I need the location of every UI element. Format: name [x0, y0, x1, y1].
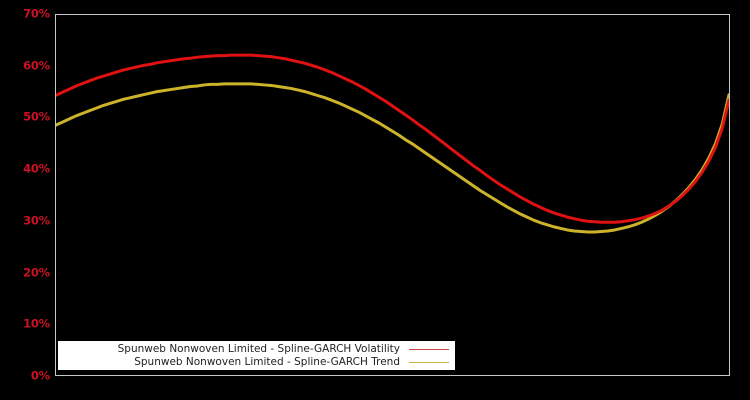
y-axis-tick-label: 20% [23, 264, 50, 279]
y-axis-tick-label: 50% [23, 109, 50, 124]
legend-swatch-volatility-icon [409, 348, 449, 350]
legend-label-trend: Spunweb Nonwoven Limited - Spline-GARCH … [134, 355, 400, 368]
legend-label-volatility: Spunweb Nonwoven Limited - Spline-GARCH … [117, 342, 400, 355]
plot-area [55, 14, 730, 376]
series-group [56, 53, 729, 234]
y-axis-tick-label: 10% [23, 316, 50, 331]
chart-legend: Spunweb Nonwoven Limited - Spline-GARCH … [58, 341, 455, 370]
y-axis-tick-label: 30% [23, 213, 50, 228]
series-line-spline-garch-volatility [56, 53, 729, 224]
y-axis-tick-label: 0% [30, 368, 50, 383]
plot-svg [56, 53, 729, 234]
y-axis-tick-label: 40% [23, 161, 50, 176]
y-axis: 70% 60% 50% 40% 30% 20% 10% 0% [0, 0, 50, 400]
legend-item-trend: Spunweb Nonwoven Limited - Spline-GARCH … [58, 356, 455, 369]
series-line-spline-garch-trend [56, 82, 729, 234]
y-axis-tick-label: 70% [23, 6, 50, 21]
legend-item-volatility: Spunweb Nonwoven Limited - Spline-GARCH … [58, 343, 455, 356]
legend-swatch-trend-icon [409, 361, 449, 363]
y-axis-tick-label: 60% [23, 57, 50, 72]
